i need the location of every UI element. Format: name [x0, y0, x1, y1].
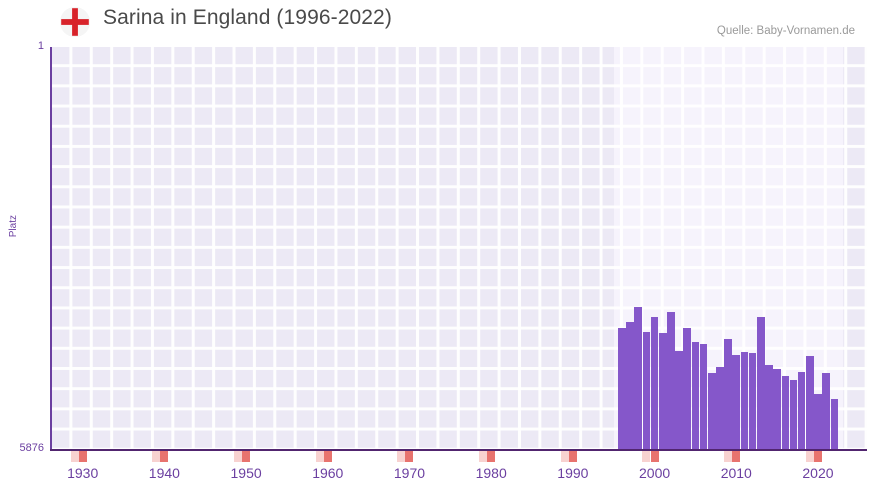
x-axis-tick-label: 2000	[639, 465, 671, 481]
bar	[797, 372, 806, 450]
x-axis-tick-marks	[50, 451, 867, 462]
bar	[806, 355, 814, 450]
bar	[618, 327, 626, 450]
bar	[716, 367, 724, 450]
bar	[773, 369, 781, 450]
x-axis-minor-tick-mark	[724, 451, 733, 462]
bar	[675, 350, 683, 450]
x-axis-tick-mark	[160, 451, 169, 462]
bar	[789, 379, 798, 450]
x-axis-minor-tick-mark	[642, 451, 651, 462]
x-axis-tick-mark	[650, 451, 659, 462]
x-axis-minor-tick-mark	[152, 451, 161, 462]
x-axis-tick-label: 1990	[557, 465, 589, 481]
bar	[707, 373, 716, 450]
bar	[814, 394, 822, 450]
x-axis-tick-label: 1930	[67, 465, 99, 481]
x-axis-tick-mark	[487, 451, 496, 462]
x-axis-minor-tick-mark	[315, 451, 324, 462]
x-axis-tick-label: 1960	[312, 465, 344, 481]
x-axis-tick-label: 1970	[393, 465, 426, 481]
bar	[740, 351, 749, 450]
plot-area	[50, 47, 867, 450]
bar	[822, 373, 830, 450]
x-axis-minor-tick-mark	[397, 451, 406, 462]
england-flag-icon	[60, 7, 90, 37]
bar	[626, 322, 634, 450]
x-axis-tick-label: 1950	[230, 465, 262, 481]
bar	[830, 398, 839, 450]
x-axis-minor-tick-mark	[233, 451, 242, 462]
x-axis-line	[50, 449, 867, 451]
x-axis-minor-tick-mark	[479, 451, 487, 462]
x-axis-tick-mark	[568, 451, 577, 462]
chart-source-label: Quelle: Baby-Vornamen.de	[716, 25, 855, 37]
bar	[732, 354, 741, 450]
bar	[667, 312, 675, 450]
x-axis-tick-label: 2020	[802, 465, 834, 481]
x-axis-minor-tick-mark	[805, 451, 814, 462]
bars-layer	[50, 47, 867, 450]
x-axis-minor-tick-mark	[560, 451, 569, 462]
y-axis-line	[50, 47, 52, 450]
bar	[748, 352, 757, 450]
bar	[781, 375, 790, 450]
chart-title: Sarina in England (1996-2022)	[103, 6, 392, 29]
bar	[634, 306, 643, 450]
y-axis-title: Platz	[8, 215, 19, 238]
x-axis-tick-label: 2010	[720, 465, 752, 481]
bar	[683, 327, 692, 450]
x-axis-tick-label: 1940	[148, 465, 180, 481]
bar	[699, 343, 708, 450]
x-axis-tick-mark	[242, 451, 251, 462]
bar	[658, 333, 667, 450]
x-axis-tick-mark	[813, 451, 822, 462]
y-axis-tick-label-top: 1	[37, 40, 44, 52]
x-axis-tick-mark	[405, 451, 414, 462]
x-axis-tick-label: 1980	[475, 465, 507, 481]
y-axis-tick-label-bottom: 5876	[19, 442, 44, 454]
x-axis-tick-mark	[78, 451, 87, 462]
x-axis-minor-tick-mark	[70, 451, 79, 462]
bar	[642, 331, 651, 450]
bar	[650, 316, 659, 450]
bar	[756, 316, 765, 450]
chart-header: Sarina in England (1996-2022) Quelle: Ba…	[0, 0, 873, 47]
x-axis-tick-mark	[732, 451, 741, 462]
x-axis-tick-mark	[323, 451, 332, 462]
bar	[765, 365, 773, 450]
bar	[724, 339, 732, 450]
bar	[691, 341, 700, 450]
